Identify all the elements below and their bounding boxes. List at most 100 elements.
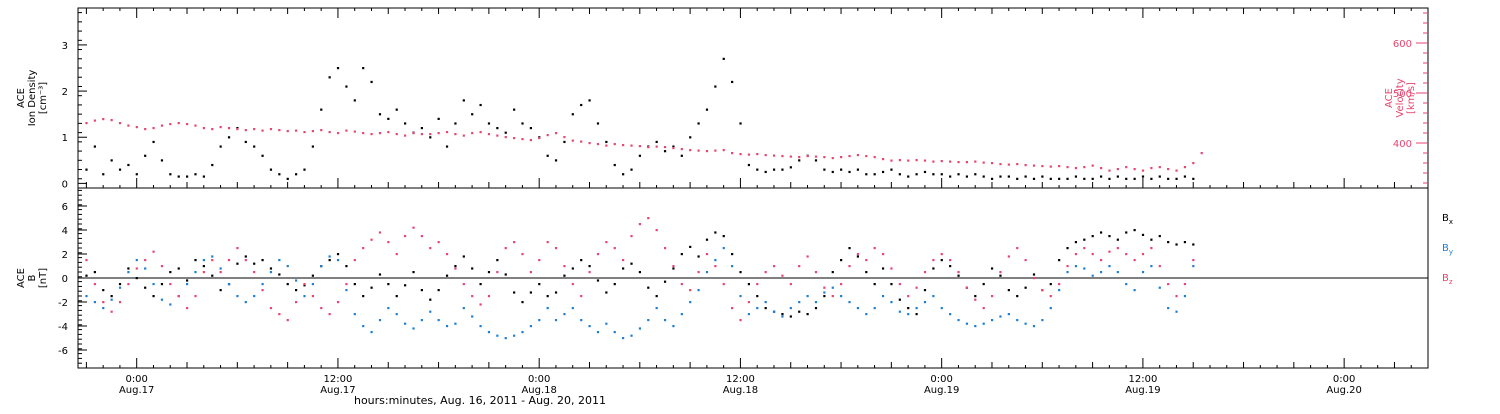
data-point (1158, 166, 1161, 169)
data-point (328, 259, 331, 262)
data-point (311, 145, 314, 148)
panel-frame (77, 7, 1429, 189)
data-point (320, 129, 323, 132)
data-point (856, 154, 860, 157)
data-point (1058, 259, 1061, 262)
data-point (781, 168, 784, 171)
y-tick-label: 2 (62, 250, 68, 261)
right-axis-label-line: [km/s] (1406, 82, 1417, 114)
data-point (806, 313, 809, 316)
data-point (722, 57, 725, 60)
data-point (974, 295, 977, 298)
data-point (739, 122, 742, 125)
y-axis-label-line: [cm⁻³] (38, 82, 49, 114)
data-point (429, 133, 432, 136)
data-point (596, 331, 600, 334)
data-point (462, 134, 465, 137)
data-point (370, 331, 373, 334)
data-point (554, 159, 558, 162)
data-point (1041, 165, 1044, 168)
data-point (697, 255, 700, 258)
data-point (1141, 271, 1145, 274)
data-point (638, 145, 642, 148)
data-point (286, 177, 289, 180)
data-point (328, 255, 331, 258)
data-point (471, 132, 474, 135)
data-point (177, 295, 180, 298)
data-point (1108, 177, 1111, 180)
data-point (345, 289, 348, 292)
data-point (529, 139, 532, 142)
data-point (881, 170, 885, 174)
data-point (236, 128, 239, 131)
data-point (1133, 259, 1136, 262)
data-point (244, 255, 247, 258)
data-point (110, 119, 113, 122)
right-tick-label: 400 (1393, 139, 1412, 150)
data-point (253, 128, 256, 131)
data-point (471, 295, 474, 298)
data-point (571, 267, 574, 270)
data-point (772, 154, 776, 157)
data-point (345, 129, 348, 132)
data-point (504, 247, 507, 250)
data-point (487, 122, 491, 125)
x-tick-date-label: Aug.19 (924, 385, 959, 396)
data-point (295, 173, 298, 176)
data-point (605, 140, 608, 144)
data-point (186, 175, 189, 178)
data-point (856, 253, 860, 256)
data-point (965, 161, 969, 164)
data-point (714, 85, 717, 88)
data-point (269, 267, 273, 270)
bottom-panel-magnetic-field: -6 -4 -2 0 2 4 6 ACE B [nT] Bx By Bz (16, 187, 1453, 369)
data-point (588, 142, 591, 145)
data-point (840, 259, 843, 262)
data-point (1125, 253, 1128, 256)
data-point (437, 319, 440, 322)
data-point (982, 283, 985, 286)
data-point (798, 301, 801, 304)
data-point (110, 298, 113, 301)
data-point (521, 331, 524, 334)
data-point (789, 315, 792, 318)
data-point (848, 170, 851, 174)
data-point (731, 253, 734, 256)
data-point (848, 247, 851, 250)
data-point (303, 131, 306, 134)
data-point (881, 158, 885, 161)
x-tick-time-label: 12:00 (1128, 374, 1157, 385)
data-point (714, 231, 717, 234)
data-point (437, 117, 440, 120)
data-point (177, 175, 180, 178)
data-point (923, 159, 927, 162)
data-point (1032, 277, 1036, 280)
data-point (789, 166, 792, 169)
data-point (697, 271, 700, 274)
right-tick-label: 500 (1393, 89, 1412, 100)
data-point (1133, 229, 1136, 232)
data-point (1016, 295, 1019, 298)
data-point (479, 283, 482, 286)
data-point (990, 177, 994, 180)
data-point (923, 271, 927, 274)
data-point (630, 334, 633, 337)
data-point (496, 127, 499, 130)
data-point (663, 319, 667, 322)
data-point (798, 310, 801, 313)
x-tick-time-label: 0:00 (1333, 374, 1355, 385)
data-point (320, 307, 323, 310)
data-point (999, 274, 1002, 277)
data-point (529, 127, 532, 130)
data-point (479, 303, 482, 306)
data-point (705, 108, 709, 111)
data-point (445, 325, 449, 328)
data-point (990, 162, 994, 165)
data-point (110, 295, 113, 298)
data-point (672, 267, 675, 270)
data-point (93, 271, 96, 274)
data-point (462, 99, 465, 102)
data-point (848, 155, 851, 158)
data-point (1032, 325, 1036, 328)
data-point (781, 274, 784, 277)
